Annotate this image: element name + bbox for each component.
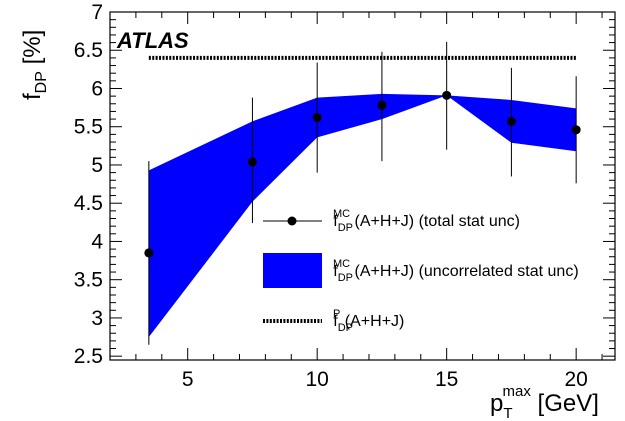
data-point xyxy=(377,100,387,110)
y-axis-title: fDP [%] xyxy=(19,30,50,100)
y-tick-label: 6.5 xyxy=(74,39,103,62)
y-tick-label: 3.5 xyxy=(74,269,103,292)
data-point xyxy=(442,90,452,100)
legend-label-dashed: fDPP (A+H+J) xyxy=(333,308,404,334)
legend-label-points: fDPMC (A+H+J) (total stat unc) xyxy=(333,208,520,234)
x-tick-label: 10 xyxy=(305,368,328,391)
data-point xyxy=(312,113,322,123)
x-tick-label: 5 xyxy=(182,368,194,391)
y-tick-label: 2.5 xyxy=(74,345,103,368)
y-tick-label: 5.5 xyxy=(74,116,103,139)
y-tick-label: 7 xyxy=(91,1,103,24)
x-tick-label: 20 xyxy=(564,368,587,391)
axis-tick-labels: 5 10 15 20 2.5 3 3.5 4 4.5 5 5.5 6 6.5 7 xyxy=(74,1,588,391)
legend-label-band: fDPMC (A+H+J) (uncorrelated stat unc) xyxy=(333,258,579,284)
legend-marker-band xyxy=(263,253,322,288)
y-tick-label: 4 xyxy=(91,230,103,253)
data-point xyxy=(506,116,516,126)
y-tick-label: 4.5 xyxy=(74,192,103,215)
atlas-label: ATLAS xyxy=(116,28,189,53)
y-tick-label: 5 xyxy=(91,154,103,177)
x-axis-title: pTmax [GeV] xyxy=(490,383,599,421)
data-point xyxy=(247,157,257,167)
legend-marker-points xyxy=(287,216,297,226)
plot-frame xyxy=(109,11,616,361)
legend: fDPMC (A+H+J) (total stat unc) fDPMC (A+… xyxy=(263,208,579,334)
data-point xyxy=(571,125,581,135)
data-point xyxy=(144,248,154,258)
uncertainty-band-layer xyxy=(148,93,577,338)
uncorrelated-stat-band xyxy=(148,93,577,338)
data-points-layer xyxy=(144,41,581,345)
axis-ticks xyxy=(109,11,615,360)
x-tick-label: 15 xyxy=(435,368,458,391)
y-tick-label: 3 xyxy=(91,307,103,330)
y-tick-label: 6 xyxy=(91,77,103,100)
